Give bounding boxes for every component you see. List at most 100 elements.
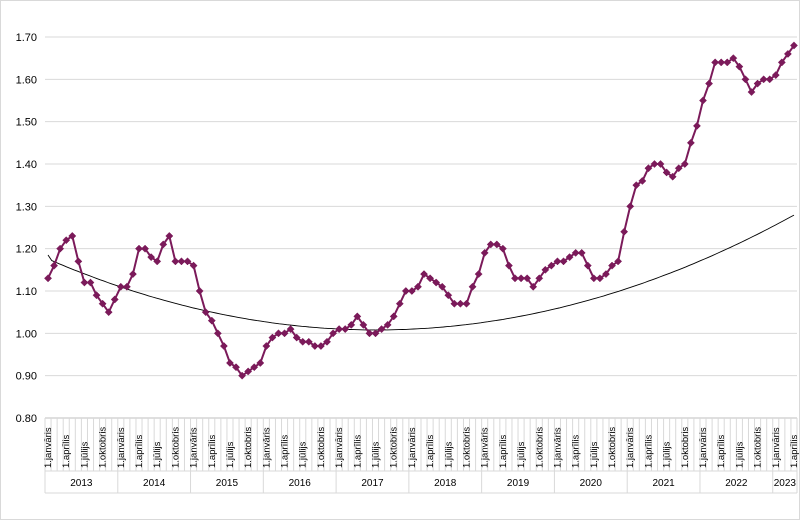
data-point <box>153 257 162 266</box>
data-point <box>571 248 580 257</box>
data-point <box>535 274 544 283</box>
data-point <box>68 232 77 240</box>
data-point <box>323 337 331 346</box>
data-point <box>347 320 356 329</box>
year-label: 2018 <box>434 478 457 489</box>
data-point <box>492 240 501 249</box>
data-point <box>377 325 386 334</box>
data-point <box>226 359 234 367</box>
data-point <box>777 58 786 67</box>
x-axis-ticks: 1.janvāris 1.aprīlis 1.jūlijs 1.oktobris 1.j… <box>43 418 800 494</box>
data-point <box>589 274 598 283</box>
data-point <box>456 299 465 308</box>
x-tick-label: 1.oktobris <box>389 427 400 468</box>
data-point <box>547 261 556 270</box>
data-point <box>711 58 720 67</box>
data-point <box>414 282 422 291</box>
data-point <box>268 333 277 342</box>
data-point <box>626 202 635 211</box>
data-point <box>759 75 768 84</box>
data-point <box>62 236 71 245</box>
y-tick-label: 1.60 <box>16 74 37 86</box>
year-label: 2021 <box>652 478 675 489</box>
data-point <box>177 257 186 266</box>
x-tick-label: 1.oktobris <box>753 427 764 468</box>
x-tick-label: 1.aprīlis <box>571 434 582 468</box>
data-point <box>420 270 428 279</box>
series-group <box>44 41 798 380</box>
y-tick-label: 1.50 <box>16 117 37 129</box>
x-tick-label: 1.aprīlis <box>280 434 291 468</box>
y-tick-label: 1.10 <box>16 286 37 298</box>
data-point <box>680 160 689 168</box>
data-point <box>438 282 447 291</box>
x-tick-label: 1.aprīlis <box>425 434 436 468</box>
x-tick-label: 1.janvāris <box>261 427 272 468</box>
data-point <box>244 367 253 376</box>
x-tick-label: 1.janvāris <box>407 427 418 468</box>
data-point <box>292 333 301 342</box>
year-label: 2013 <box>70 478 93 489</box>
data-point <box>116 282 125 291</box>
data-point <box>517 274 526 283</box>
data-point <box>747 88 756 96</box>
data-point <box>735 62 744 71</box>
data-point <box>286 325 295 334</box>
data-point <box>753 79 762 88</box>
data-point <box>280 329 289 338</box>
data-point <box>783 49 792 58</box>
data-point <box>638 176 647 185</box>
year-label: 2020 <box>580 478 603 489</box>
x-tick-label: 1.jūlijs <box>79 441 90 468</box>
data-point <box>122 282 131 291</box>
data-point <box>662 168 671 177</box>
data-point <box>595 274 604 283</box>
data-point <box>274 329 283 338</box>
data-point <box>335 325 344 334</box>
data-point <box>250 363 259 372</box>
x-tick-label: 1.janvāris <box>625 427 636 468</box>
data-point <box>620 227 629 236</box>
data-point <box>189 261 198 270</box>
x-tick-label: 1.janvāris <box>189 427 200 468</box>
x-tick-label: 1.aprīlis <box>643 434 654 468</box>
data-point <box>201 308 210 317</box>
data-point <box>474 270 483 279</box>
data-point <box>316 342 325 350</box>
x-tick-label: 1.jūlijs <box>589 441 600 468</box>
data-point <box>165 232 174 240</box>
data-point <box>389 312 398 321</box>
data-point <box>729 54 738 63</box>
data-point <box>147 253 156 262</box>
data-point <box>135 244 143 253</box>
year-label: 2019 <box>507 478 530 489</box>
data-point <box>56 244 65 253</box>
data-point <box>650 160 659 168</box>
data-point <box>383 320 392 329</box>
x-tick-label: 1.oktobris <box>170 427 181 468</box>
data-point <box>98 299 107 308</box>
x-tick-label: 1.jūlijs <box>371 441 382 468</box>
series-line <box>47 44 795 378</box>
x-tick-label: 1.aprīlis <box>716 434 727 468</box>
data-point <box>741 75 750 84</box>
x-tick-label: 1.oktobris <box>316 427 327 468</box>
data-point <box>304 337 313 346</box>
data-point <box>686 138 695 147</box>
data-point <box>498 244 507 253</box>
data-point <box>426 274 435 283</box>
data-point <box>486 240 495 249</box>
data-point <box>432 278 441 287</box>
data-point <box>50 261 59 270</box>
y-tick-label: 1.00 <box>16 328 37 340</box>
year-label: 2022 <box>725 478 748 489</box>
data-point <box>717 58 726 67</box>
x-tick-label: 1.jūlijs <box>443 441 454 468</box>
data-point <box>310 342 319 350</box>
x-tick-label: 1.oktobris <box>98 427 109 468</box>
data-point <box>559 257 568 266</box>
data-point <box>723 58 732 67</box>
trendline <box>47 214 795 331</box>
